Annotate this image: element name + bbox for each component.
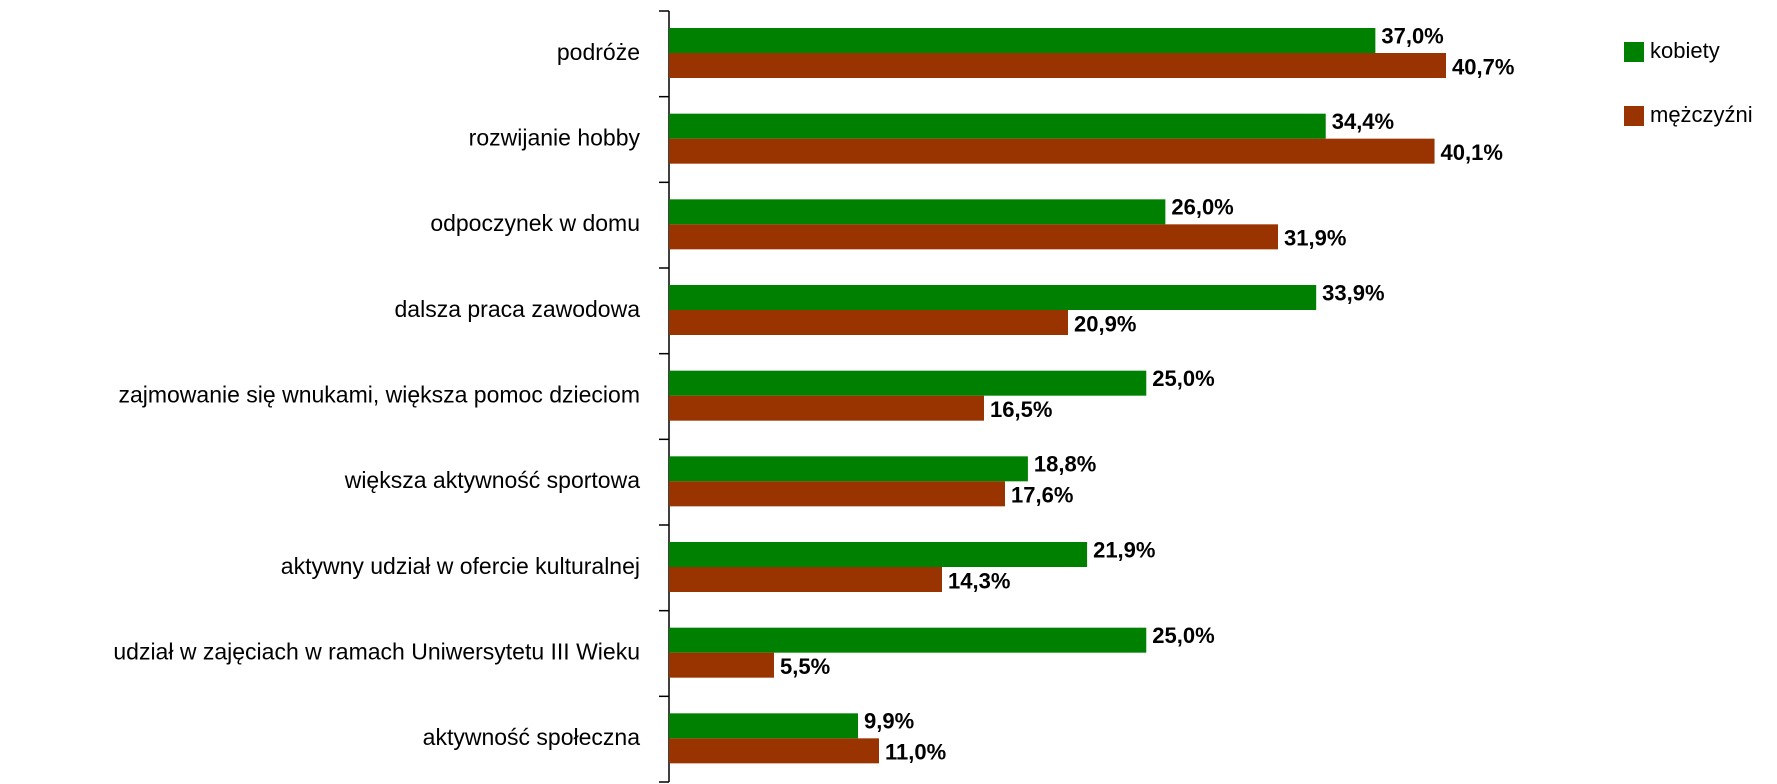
value-label: 20,9% bbox=[1074, 311, 1136, 336]
bar bbox=[669, 53, 1446, 78]
value-label: 25,0% bbox=[1152, 623, 1214, 648]
bar bbox=[669, 542, 1088, 567]
bar bbox=[669, 738, 879, 764]
bar bbox=[669, 481, 1005, 507]
bar bbox=[669, 395, 984, 421]
category-label: większa aktywność sportowa bbox=[344, 467, 640, 493]
legend-label: mężczyźni bbox=[1650, 102, 1753, 127]
value-label: 18,8% bbox=[1034, 452, 1096, 477]
bar bbox=[669, 627, 1147, 653]
value-label: 40,1% bbox=[1441, 140, 1503, 165]
value-label: 37,0% bbox=[1381, 23, 1443, 48]
value-label: 34,4% bbox=[1332, 109, 1394, 134]
category-label: podróże bbox=[557, 39, 640, 65]
value-label: 14,3% bbox=[948, 568, 1010, 593]
bar bbox=[669, 652, 774, 678]
value-label: 9,9% bbox=[864, 709, 914, 734]
value-label: 33,9% bbox=[1322, 280, 1384, 305]
value-label: 25,0% bbox=[1152, 366, 1214, 391]
bar bbox=[669, 224, 1278, 250]
value-label: 5,5% bbox=[780, 654, 830, 679]
category-label: udział w zajęciach w ramach Uniwersytetu… bbox=[113, 639, 640, 665]
value-label: 21,9% bbox=[1093, 537, 1155, 562]
bar bbox=[669, 28, 1376, 53]
bar bbox=[669, 199, 1166, 225]
value-label: 26,0% bbox=[1171, 195, 1233, 220]
bar bbox=[669, 567, 942, 592]
legend-label: kobiety bbox=[1650, 38, 1720, 63]
value-label: 11,0% bbox=[885, 740, 946, 765]
bar bbox=[669, 138, 1435, 164]
category-label: dalsza praca zawodowa bbox=[395, 296, 641, 322]
bar bbox=[669, 113, 1326, 139]
value-label: 31,9% bbox=[1284, 226, 1346, 251]
category-label: odpoczynek w domu bbox=[430, 210, 640, 236]
category-label: zajmowanie się wnukami, większa pomoc dz… bbox=[118, 382, 640, 408]
legend-swatch bbox=[1624, 106, 1644, 126]
value-label: 16,5% bbox=[990, 397, 1052, 422]
value-label: 40,7% bbox=[1452, 54, 1514, 79]
bar bbox=[669, 285, 1317, 310]
category-label: aktywny udział w ofercie kulturalnej bbox=[281, 553, 640, 579]
category-label: rozwijanie hobby bbox=[469, 125, 641, 151]
legend-swatch bbox=[1624, 42, 1644, 62]
category-label: aktywność społeczna bbox=[423, 724, 641, 750]
bar bbox=[669, 310, 1068, 335]
bar bbox=[669, 370, 1147, 396]
value-label: 17,6% bbox=[1011, 483, 1073, 508]
bar bbox=[669, 713, 858, 739]
bar bbox=[669, 456, 1028, 482]
